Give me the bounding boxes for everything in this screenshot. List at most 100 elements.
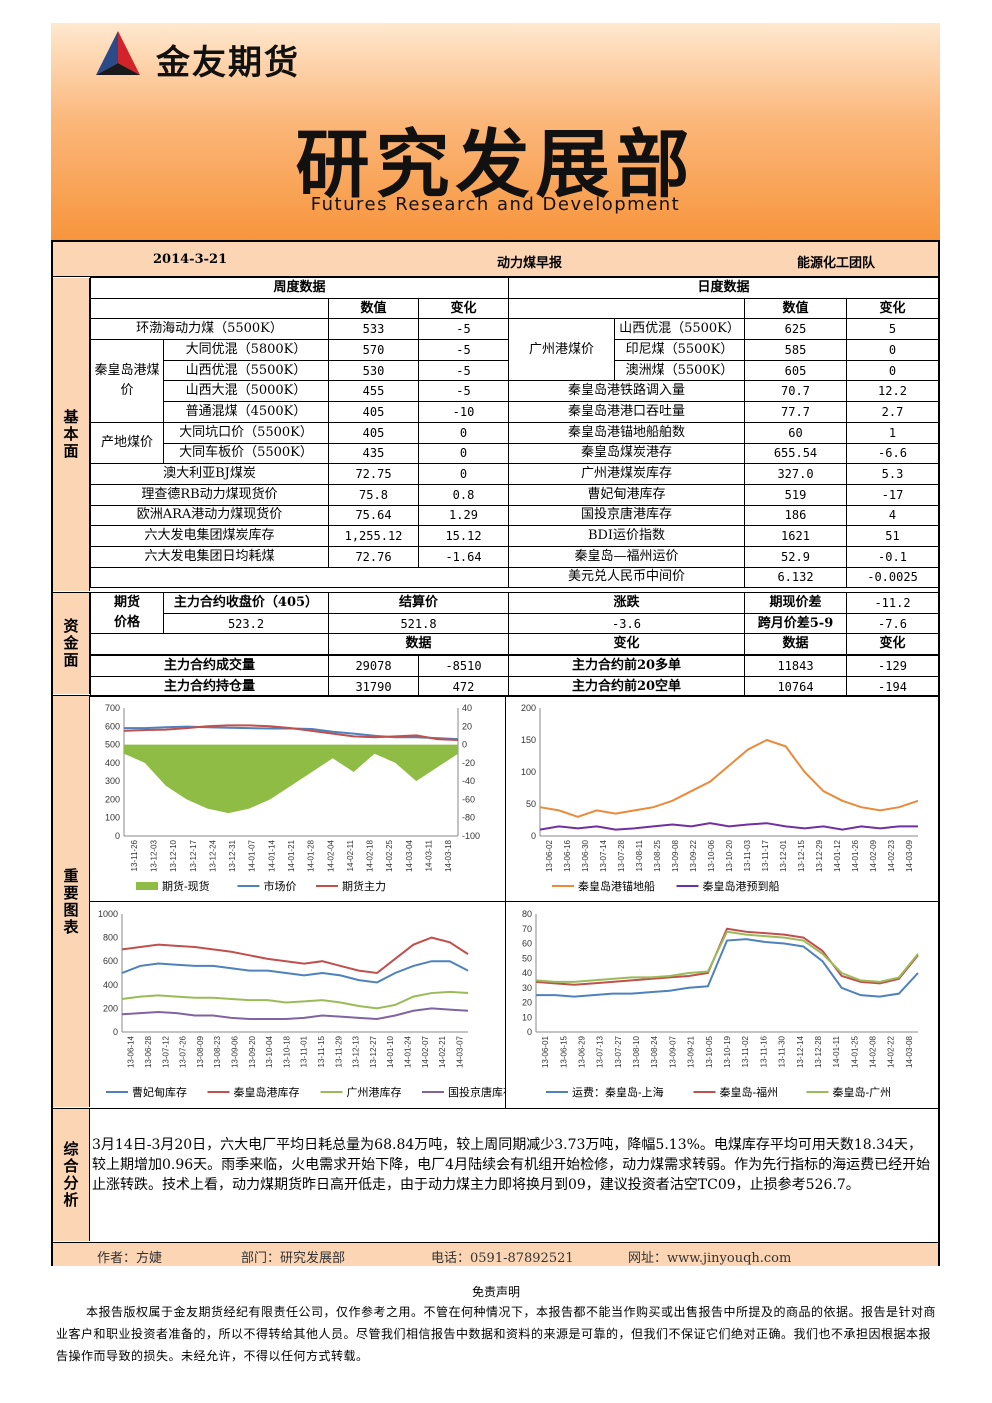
legend-swatch <box>136 882 158 890</box>
position-table: 主力合约成交量 29078 -8510 主力合约前20多单 11843 -129… <box>90 655 939 698</box>
x-tick-label: 13-12-31 <box>228 839 237 872</box>
series-line <box>535 927 919 986</box>
x-tick-label: 14-01-28 <box>307 839 316 872</box>
y2-tick-label: 20 <box>462 721 472 731</box>
x-tick-label: 13-06-01 <box>541 1035 550 1068</box>
team-name: 能源化工团队 <box>797 256 876 271</box>
series-line <box>539 822 918 831</box>
chart-ships: 200 150 100 50 0 13-06-02 13-06-16 13-06-30 13-0… <box>506 696 938 902</box>
table-row: 国投京唐港库存 186 4 <box>508 504 940 527</box>
y-tick-label: 800 <box>103 933 118 943</box>
x-tick-label: 13-06-28 <box>144 1035 153 1068</box>
report-name: 动力煤早报 <box>497 256 563 271</box>
x-tick-label: 13-11-29 <box>334 1035 343 1067</box>
section-fundamental: 基本面 <box>53 278 90 591</box>
table-row: 环渤海动力煤（5500K） 533 -5 <box>90 318 510 341</box>
y-tick-label: 30 <box>522 983 532 993</box>
x-tick-label: 13-06-30 <box>581 839 590 872</box>
y2-tick-label: -20 <box>462 758 475 768</box>
table-row: 曹妃甸港库存 519 -17 <box>508 483 940 506</box>
y-tick-label: 60 <box>522 939 532 949</box>
section-capital: 资金面 <box>53 592 90 694</box>
x-tick-label: 13-09-07 <box>668 1035 677 1068</box>
x-tick-label: 13-11-03 <box>743 839 752 871</box>
table-row: 秦皇岛港锚地船舶数 60 1 <box>508 421 940 444</box>
x-tick-label: 13-06-14 <box>127 1035 136 1068</box>
x-tick-label: 14-01-14 <box>267 839 276 872</box>
x-tick-label: 13-09-20 <box>248 1035 257 1068</box>
x-tick-label: 13-10-06 <box>707 839 716 872</box>
group-origin: 产地煤价 <box>90 421 164 465</box>
legend-label: 秦皇岛港预到船 <box>703 879 780 893</box>
series-line <box>121 1007 469 1021</box>
y-tick-label: 100 <box>105 813 120 823</box>
department-title: 研究发展部 <box>295 122 696 208</box>
legend-label: 秦皇岛-福州 <box>720 1085 779 1099</box>
weekly-col-value: 数值 <box>328 297 419 320</box>
table-row: 广州港煤价 山西优混（5500K） 625 5 <box>508 318 940 382</box>
chart-port-stocks: 1000 800 600 400 200 0 13-06-14 13-06-28 13-07-1… <box>90 902 506 1108</box>
y-tick-label: 300 <box>105 776 120 786</box>
table-row: BDI运价指数 1621 51 <box>508 525 940 547</box>
weekly-title: 周度数据 <box>89 277 510 299</box>
footer-website[interactable]: 网址：www.jinyouqh.com <box>628 1251 792 1266</box>
daily-col-change: 变化 <box>845 297 940 320</box>
y-tick-label: 0 <box>527 1027 532 1037</box>
department-subtitle: Futures Research and Development <box>310 194 681 215</box>
x-tick-label: 13-07-14 <box>599 839 608 872</box>
x-tick-label: 14-02-23 <box>887 839 896 872</box>
x-tick-label: 13-11-17 <box>761 839 770 871</box>
legend-label: 国投京唐库存 <box>448 1085 506 1099</box>
x-tick-label: 13-06-16 <box>563 839 572 872</box>
x-tick-label: 13-11-01 <box>300 1035 309 1067</box>
y-tick-label: 10 <box>522 1012 532 1022</box>
x-tick-label: 13-10-05 <box>705 1035 714 1068</box>
y-tick-label: 700 <box>105 703 120 713</box>
y-tick-label: 100 <box>521 767 536 777</box>
series-line <box>121 936 469 975</box>
y-tick-label: 80 <box>522 909 532 919</box>
section-analysis: 综合分析 <box>53 1108 90 1241</box>
x-tick-label: 14-02-11 <box>346 839 355 871</box>
footer-phone: 电话：0591-87892521 <box>431 1251 574 1266</box>
y-tick-label: 600 <box>105 721 120 731</box>
y-tick-label: 50 <box>522 953 532 963</box>
x-tick-label: 13-11-16 <box>759 1035 768 1067</box>
x-tick-label: 13-08-11 <box>635 839 644 871</box>
table-row: 秦皇岛煤炭港存 655.54 -6.6 <box>508 442 940 465</box>
y-tick-label: 200 <box>105 794 120 804</box>
x-tick-label: 13-10-20 <box>725 839 734 872</box>
x-tick-label: 13-12-13 <box>352 1035 361 1068</box>
x-tick-label: 14-02-09 <box>869 839 878 872</box>
series-area <box>124 744 458 814</box>
legend-label: 广州港库存 <box>347 1085 402 1099</box>
y-tick-label: 200 <box>521 703 536 713</box>
x-tick-label: 13-11-02 <box>741 1035 750 1067</box>
x-tick-label: 13-12-27 <box>369 1035 378 1068</box>
table-row: 秦皇岛港港口吞吐量 77.7 2.7 <box>508 401 940 423</box>
footer-author: 作者：方婕 <box>97 1251 163 1266</box>
legend-label: 市场价 <box>264 879 297 893</box>
legend-label: 曹妃甸库存 <box>132 1085 187 1099</box>
report-body: 2014-3-21 动力煤早报 能源化工团队 基本面 资金面 重要图表 综合分析… <box>51 240 940 1266</box>
x-tick-label: 13-12-10 <box>169 839 178 872</box>
x-tick-label: 13-09-06 <box>230 1035 239 1068</box>
x-tick-label: 14-03-11 <box>425 839 434 871</box>
y-tick-label: 0 <box>113 1027 118 1037</box>
group-qhd: 秦皇岛港煤价 <box>90 339 164 423</box>
daily-col-value: 数值 <box>744 297 847 320</box>
y-tick-label: 400 <box>103 980 118 990</box>
x-tick-label: 13-07-28 <box>617 839 626 872</box>
x-tick-label: 14-02-22 <box>887 1035 896 1068</box>
y2-tick-label: 40 <box>462 703 472 713</box>
section-charts: 重要图表 <box>53 695 90 1107</box>
footer-department: 部门：研究发展部 <box>241 1251 346 1266</box>
brand-name: 金友期货 <box>156 43 300 83</box>
x-tick-label: 13-07-12 <box>161 1035 170 1068</box>
capital-table: 期货 价格 主力合约收盘价（405） 结算价 涨跌 期现价差 -11.2 523.… <box>90 591 939 656</box>
x-tick-label: 14-02-21 <box>438 1035 447 1068</box>
x-tick-label: 13-12-01 <box>779 839 788 872</box>
title-bar: 2014-3-21 动力煤早报 能源化工团队 <box>53 242 938 277</box>
legend-label: 期货主力 <box>342 879 386 893</box>
x-tick-label: 13-12-03 <box>149 839 158 872</box>
